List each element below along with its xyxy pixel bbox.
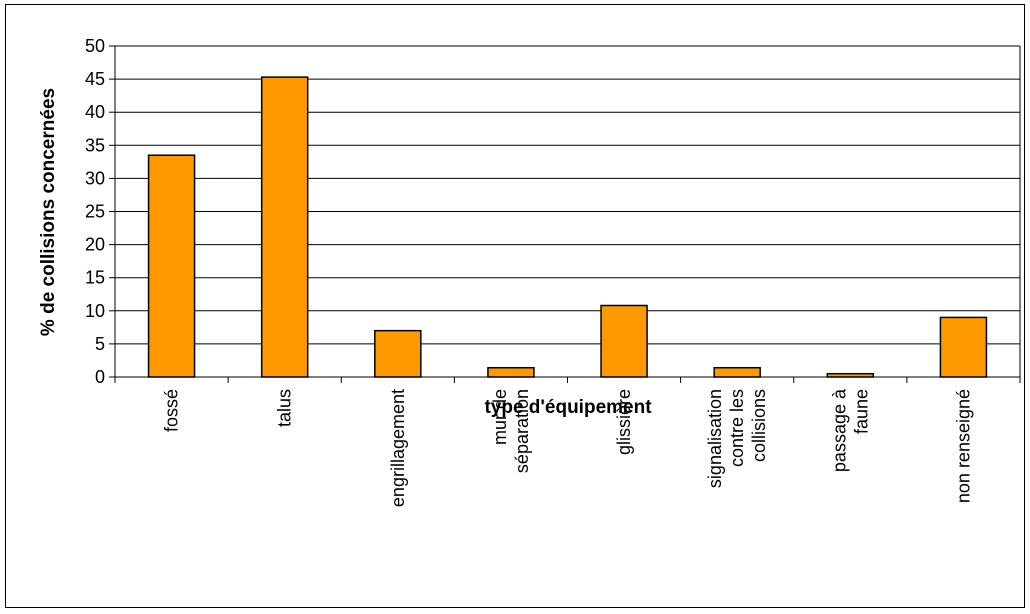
x-tick-label: non renseigné	[953, 389, 973, 503]
bar-1	[260, 76, 309, 378]
y-tick-label: 40	[85, 102, 105, 122]
x-tick-label: talus	[275, 389, 295, 427]
bar-2	[374, 329, 422, 378]
y-tick-label: 0	[95, 367, 105, 387]
y-tick-label: 10	[85, 301, 105, 321]
bars	[147, 76, 988, 378]
x-tick-labels: fossé talus engrillagement mur de séparation…	[162, 388, 974, 507]
bar-0	[147, 154, 196, 378]
y-tick-label: 35	[85, 135, 105, 155]
x-axis-title: type d'équipement	[484, 397, 652, 418]
x-tick-label: passage à faune	[829, 388, 871, 472]
bar-3	[487, 366, 535, 378]
y-tick-label: 30	[85, 168, 105, 188]
y-axis-title: % de collisions concernées	[38, 88, 59, 336]
gridlines	[109, 45, 1020, 378]
x-tick-label: signalisation contre les collisions	[705, 389, 769, 488]
y-tick-label: 50	[85, 36, 105, 56]
x-tick-label: fossé	[162, 389, 182, 432]
x-tick-label: mur de séparation	[490, 389, 532, 473]
y-tick-labels: 0 5 10 15 20 25 30 35 40 45 50	[85, 36, 105, 387]
y-tick-label: 15	[85, 268, 105, 288]
y-tick-label: 5	[95, 334, 105, 354]
x-tick-label: engrillagement	[388, 389, 408, 507]
bar-5	[713, 366, 761, 378]
axes	[114, 46, 1021, 383]
bar-4	[600, 304, 648, 378]
y-tick-label: 25	[85, 202, 105, 222]
y-tick-label: 20	[85, 235, 105, 255]
y-tick-label: 45	[85, 69, 105, 89]
bar-7	[939, 316, 988, 378]
x-tick-label: glissière	[614, 389, 634, 455]
